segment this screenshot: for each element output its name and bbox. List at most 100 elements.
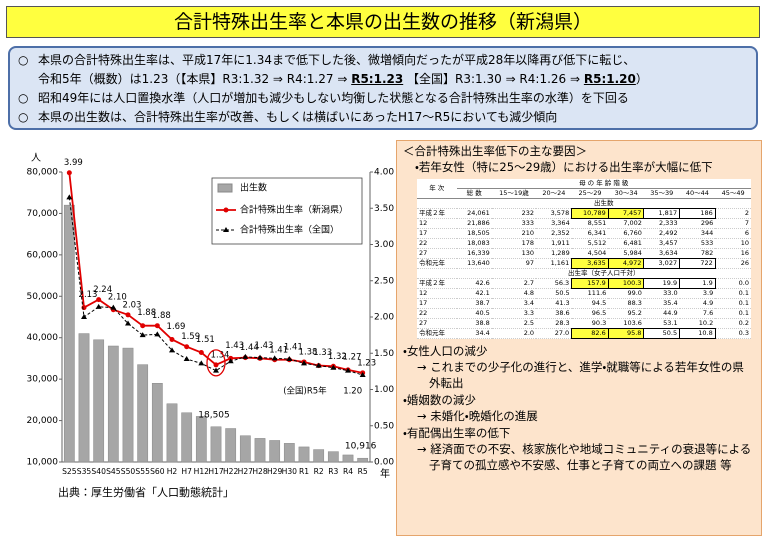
table-cell: 18,083	[456, 238, 492, 249]
table-cell: 19.9	[643, 278, 681, 289]
point-marker	[125, 320, 131, 326]
table-row: 平成２年 42.6 2.7 56.3 157.9 100.3 19.9 1.9 0.0	[417, 278, 751, 289]
table-cell: 1,289	[536, 248, 572, 259]
x-tick-label: H2	[167, 467, 178, 476]
table-cell: 10.8	[679, 328, 716, 339]
factors-panel: ＜合計特殊出生率低下の主な要因＞ ・若年女性（特に25～29歳）における出生率が…	[396, 140, 762, 536]
factors-heading: ＜合計特殊出生率低下の主な要因＞	[403, 144, 587, 158]
point-marker	[96, 297, 102, 303]
table-cell: 4,504	[571, 248, 609, 259]
point-marker	[271, 355, 278, 361]
table-cell: 111.6	[571, 288, 609, 299]
summary-segment: R5:1.23	[351, 72, 404, 86]
point-marker	[301, 360, 307, 366]
x-tick-label: H28	[252, 467, 268, 476]
bullet: ○	[18, 53, 29, 67]
summary-line: 本県の合計特殊出生率は、平成17年に1.34まで低下した後、微増傾向だったが平成…	[38, 51, 648, 70]
table-cell: 3,634	[643, 248, 680, 259]
summary-item: ○ 本県の出生数は、合計特殊出生率が改善、もしくは横ばいにあったH17～R5におい…	[18, 108, 748, 127]
year-header: 年 次	[417, 179, 457, 199]
table-cell: 40.5	[456, 308, 492, 319]
x-tick-label: H27	[238, 467, 254, 476]
point-marker	[198, 360, 205, 366]
y-tick-label: 40,000	[27, 333, 59, 343]
summary-text: 本県の出生数は、合計特殊出生率が改善、もしくは横ばいにあったH17～R5において…	[38, 108, 557, 127]
table-row: 12 42.1 4.8 50.5 111.6 99.0 33.0 3.9 0.1	[417, 288, 751, 299]
point-marker	[81, 314, 87, 319]
bullet: ○	[18, 91, 29, 105]
table-cell: 7,002	[608, 218, 644, 229]
point-value-label: 1.43	[255, 341, 274, 351]
y-tick-label: 60,000	[27, 250, 59, 260]
point-value-label: 1.34	[211, 350, 230, 360]
y-axis-label: 人	[31, 153, 41, 164]
point-marker	[345, 367, 351, 373]
bullet: ○	[18, 110, 29, 124]
bar	[254, 438, 266, 463]
table-cell: 186	[679, 208, 716, 219]
table-cell: 1,911	[536, 238, 572, 249]
table-cell: 3,364	[536, 218, 572, 229]
table-cell: 16,339	[456, 248, 492, 259]
table-cell: 3,578	[536, 208, 572, 219]
table-cell: 2.7	[491, 278, 537, 289]
y-tick-label: 80,000	[27, 168, 59, 178]
table-cell: 99.0	[608, 288, 644, 299]
table-cell: 28.3	[536, 318, 572, 329]
summary-text: 本県の合計特殊出生率は、平成17年に1.34まで低下した後、微増傾向だったが平成…	[38, 51, 648, 89]
section-title: 出生数	[456, 198, 751, 209]
y-tick-label: 30,000	[27, 375, 59, 385]
factor-item: ・婚姻数の減少 → 未婚化・晩婚化の進展	[403, 392, 755, 424]
x-tick-label: H7	[181, 467, 192, 476]
column-header: 45～49	[715, 188, 751, 199]
factor-detail: → これまでの少子化の進行と、進学・就職等による若年女性の県外転出	[417, 360, 744, 390]
summary-segment: 昭和49年には人口置換水準（人口が増加も減少もしない均衡した状態となる合計特殊出…	[38, 91, 629, 105]
legend-marker	[223, 227, 229, 232]
x-tick-label: S25	[62, 467, 77, 476]
table-cell: 22	[417, 308, 457, 319]
legend-label: 出生数	[240, 182, 267, 194]
x-tick-label: S40	[91, 467, 106, 476]
y2-tick-label: 2.50	[374, 276, 394, 286]
table-cell: 178	[491, 238, 537, 249]
point-marker	[286, 356, 293, 362]
table-cell: 42.1	[456, 288, 492, 299]
summary-item: ○ 本県の合計特殊出生率は、平成17年に1.34まで低下した後、微増傾向だったが平…	[18, 51, 748, 89]
table-cell: 296	[679, 218, 716, 229]
bar	[122, 347, 134, 463]
table-cell: 21,886	[456, 218, 492, 229]
table-cell: 100.3	[607, 278, 645, 289]
table-wrap: 年 次母 の 年 齢 階 級総 数 15～19歳 20～24 25～29 30～34 35…	[417, 179, 751, 339]
point-value-label: 1.41	[269, 345, 288, 355]
table-cell: 16	[715, 248, 751, 259]
factor-item: ・女性人口の減少 → これまでの少子化の進行と、進学・就職等による若年女性の県外転…	[403, 343, 755, 391]
bar	[342, 454, 354, 463]
table-cell: 50.5	[643, 328, 681, 339]
table-cell: 10,789	[571, 208, 609, 219]
cell	[417, 198, 457, 209]
factor-label: ・女性人口の減少	[403, 344, 488, 358]
y-tick-label: 20,000	[27, 416, 59, 426]
summary-item: ○ 昭和49年には人口置換水準（人口が増加も減少もしない均衡した状態となる合計特殊…	[18, 89, 748, 108]
summary-text: 昭和49年には人口置換水準（人口が増加も減少もしない均衡した状態となる合計特殊出…	[38, 89, 629, 108]
table-row: 平成２年 24,061 232 3,578 10,789 7,457 1,817 186 2	[417, 208, 751, 219]
column-header: 35～39	[643, 188, 680, 199]
table-cell: 27	[417, 318, 457, 329]
summary-segment: R5:1.20	[583, 72, 636, 86]
legend-label: 合計特殊出生率（全国）	[240, 224, 339, 236]
table-cell: 12	[417, 288, 457, 299]
table-cell: 44.9	[643, 308, 680, 319]
summary-segment: 令和5年（概数）は1.23（【本県】R3:1.32 ⇒ R4:1.27 ⇒	[38, 72, 352, 86]
column-header: 総 数	[456, 188, 492, 199]
table-cell: 3.3	[491, 308, 537, 319]
table-cell: 50.5	[536, 288, 572, 299]
table-cell: 6,481	[608, 238, 644, 249]
table-cell: 令和元年	[417, 328, 457, 339]
column-header: 40～44	[679, 188, 716, 199]
x-tick-label: H17	[208, 467, 224, 476]
factor-list: ・女性人口の減少 → これまでの少子化の進行と、進学・就職等による若年女性の県外転…	[403, 343, 755, 473]
y2-tick-label: 1.50	[374, 349, 394, 359]
table-cell: 0.1	[715, 288, 751, 299]
point-value-label: 1.69	[167, 322, 186, 332]
